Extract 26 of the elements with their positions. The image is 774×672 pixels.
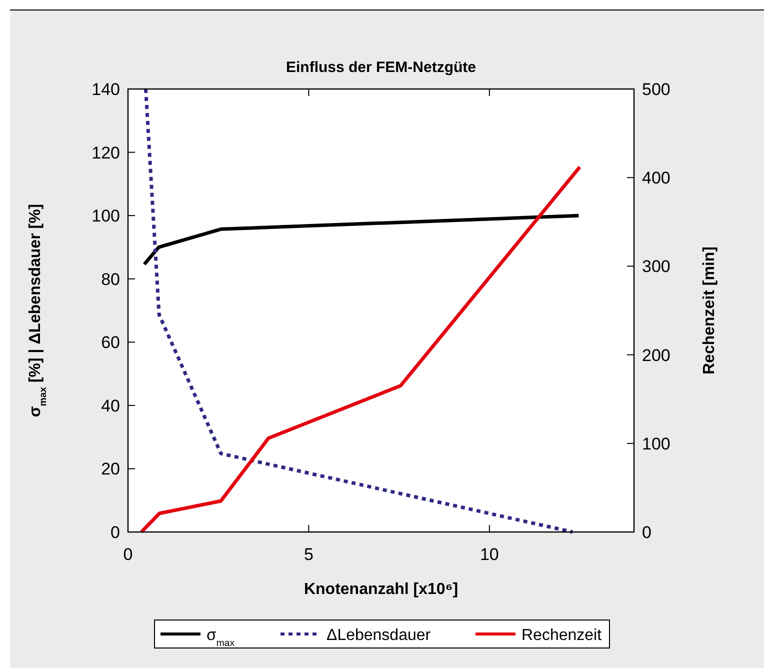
x-tick-label: 0 [123,545,133,564]
chart-title: Einfluss der FEM-Netzgüte [286,59,476,76]
y-tick-label: 120 [92,143,120,162]
y-tick-label: 60 [101,333,120,352]
y-tick-label: 140 [92,80,120,99]
x-tick-label: 5 [304,545,314,564]
legend-label: σ$_{max}$ [206,627,235,648]
y2-tick-label: 400 [642,168,670,188]
y2-tick-label: 100 [642,434,670,454]
legend-label: ΔLebensdauer [326,627,432,644]
y2-axis-title: Rechenzeit [min] [701,246,718,375]
y2-tick-label: 500 [642,80,670,99]
y-tick-label: 80 [101,270,120,289]
y-tick-label: 40 [101,396,120,416]
line-series [142,214,580,266]
line-series [140,165,582,534]
x-tick-label: 10 [480,545,499,564]
y-tick-label: 20 [101,460,120,479]
y2-tick-label: 300 [642,257,670,276]
legend-label: Rechenzeit [522,627,602,644]
line-series [144,87,574,534]
y-tick-label: 100 [92,206,120,226]
y2-tick-label: 0 [642,523,652,542]
y-tick-label: 0 [110,523,120,542]
y2-tick-label: 200 [642,346,670,365]
x-axis-title: Knotenanzahl [x10⁶] [304,581,458,598]
